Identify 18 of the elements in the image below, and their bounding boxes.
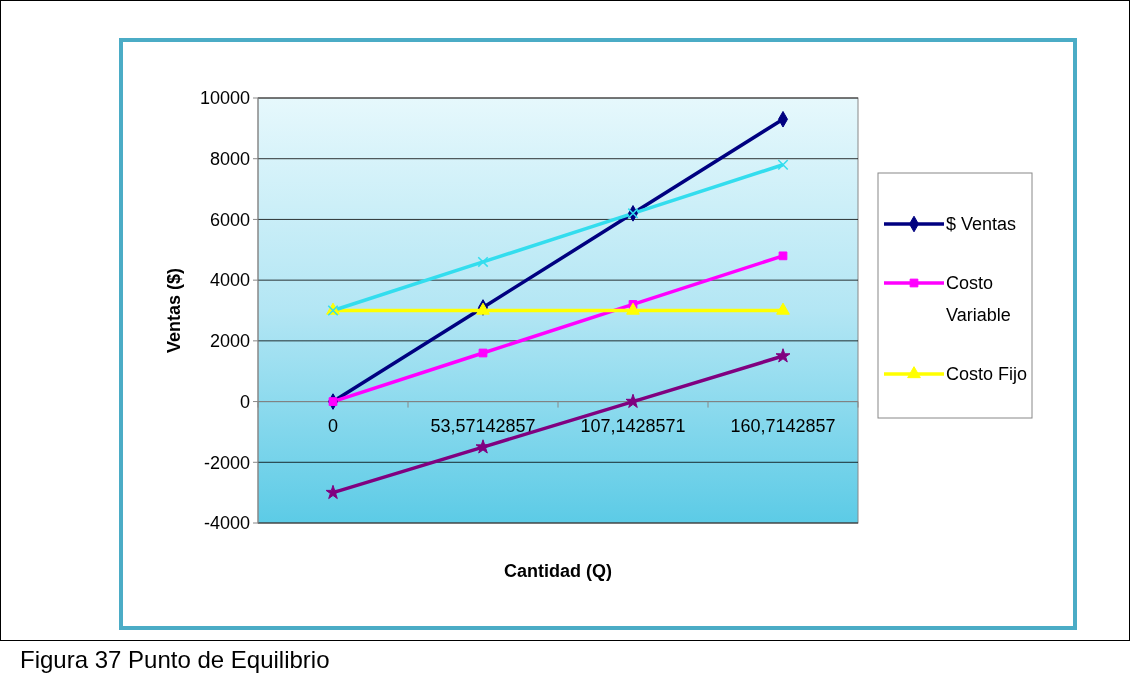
y-tick-label: 8000 [209, 149, 250, 170]
y-axis-title: Ventas ($) [164, 267, 184, 354]
x-axis-title: Cantidad (Q) [504, 561, 612, 581]
y-tick-label: 0 [239, 391, 250, 412]
x-tick-label: 107,1428571 [580, 415, 686, 436]
y-tick-label: 10000 [199, 88, 250, 109]
y-tick-label: 2000 [209, 331, 250, 352]
y-tick-label: 4000 [209, 270, 250, 291]
text: Figura 37 Punto de Equilibrio [20, 646, 330, 673]
x-tick-label: 53,57142857 [430, 415, 536, 436]
legend-label: Costo Fijo [946, 364, 1028, 385]
legend-label: Costo Variable [946, 273, 1011, 326]
x-tick-label: 0 [327, 415, 339, 436]
legend-label: $ Ventas [946, 214, 1017, 235]
y-tick-label: 6000 [209, 209, 250, 230]
y-tick-label: -4000 [203, 513, 250, 534]
y-tick-label: -2000 [203, 452, 250, 473]
x-tick-label: 160,7142857 [730, 415, 836, 436]
